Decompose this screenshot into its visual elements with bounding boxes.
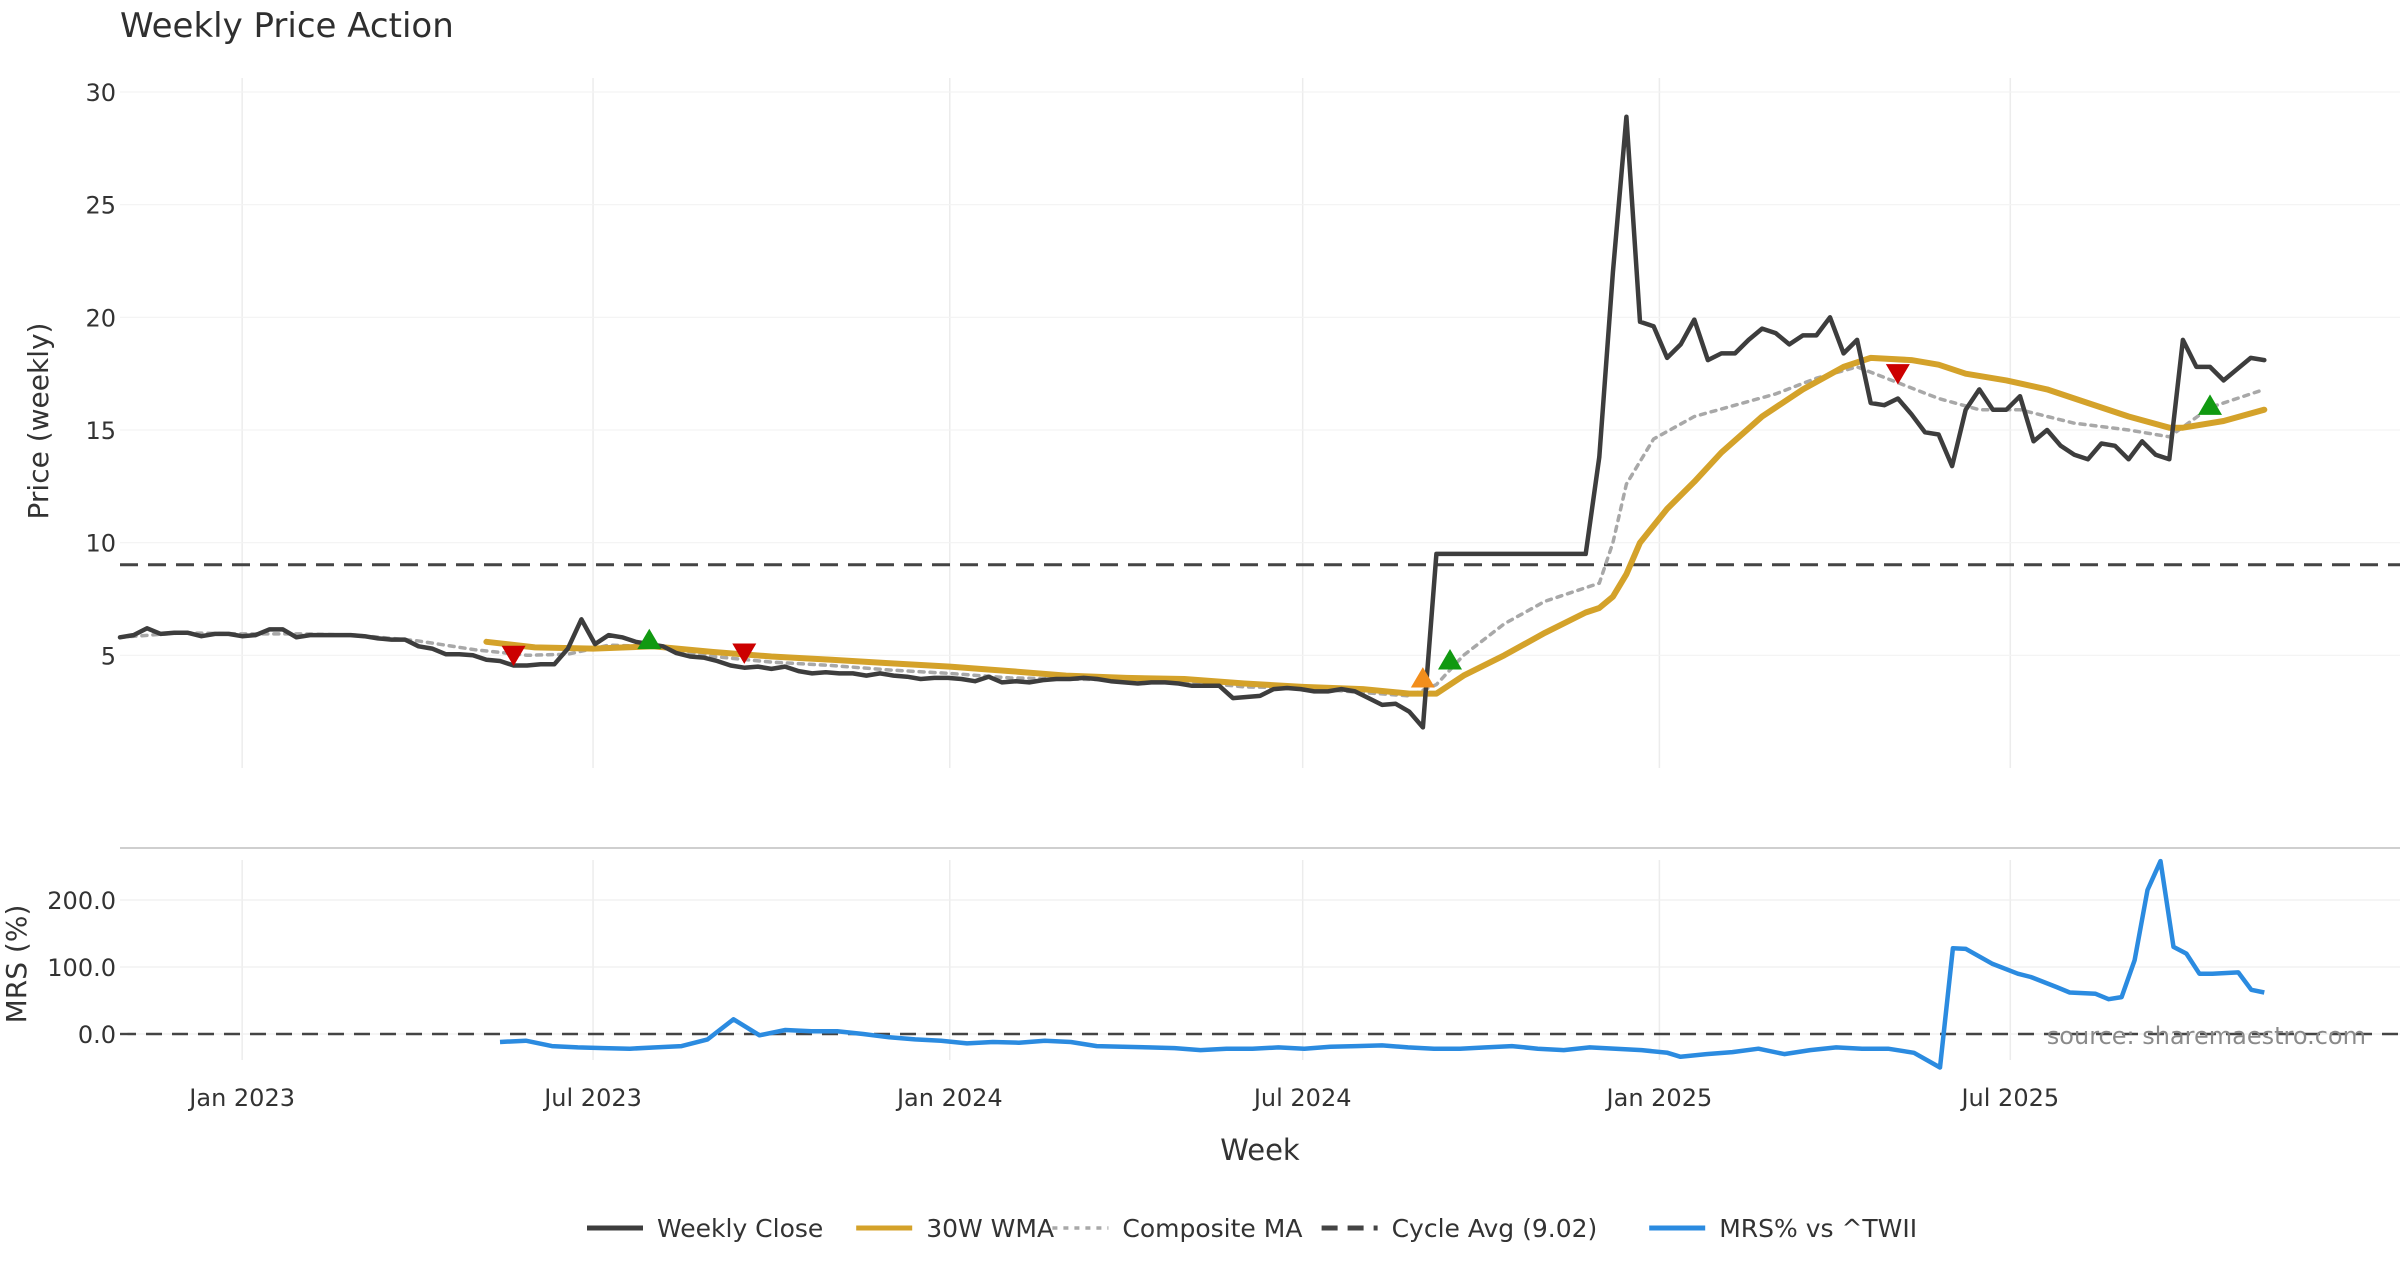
price-ytick-5: 30 xyxy=(85,79,116,107)
x-axis-label: Week xyxy=(1220,1133,1300,1167)
price-ylabel: Price (weekly) xyxy=(22,323,55,520)
source-watermark: source: sharemaestro.com xyxy=(2047,1022,2366,1050)
signal-marker-4 xyxy=(1438,649,1462,670)
x-tick-label-3: Jul 2024 xyxy=(1252,1084,1352,1112)
series-30w-wma xyxy=(483,354,2268,697)
signal-marker-0 xyxy=(501,645,526,667)
series-weekly-close xyxy=(117,114,2267,730)
price-ytick-0: 5 xyxy=(101,642,116,670)
mrs-ytick-2: 200.0 xyxy=(47,887,116,915)
price-ytick-4: 25 xyxy=(85,192,116,220)
x-tick-label-4: Jan 2025 xyxy=(1605,1084,1713,1112)
mrs-ytick-1: 100.0 xyxy=(47,954,116,982)
x-tick-label-1: Jul 2023 xyxy=(542,1084,642,1112)
x-tick-label-2: Jan 2024 xyxy=(895,1084,1003,1112)
series-composite-ma xyxy=(118,365,2267,698)
price-ytick-1: 10 xyxy=(85,530,116,558)
price-ytick-2: 15 xyxy=(85,417,116,445)
x-tick-label-0: Jan 2023 xyxy=(187,1084,295,1112)
legend-label-0: Weekly Close xyxy=(657,1214,823,1243)
signal-marker-1 xyxy=(637,628,662,650)
mrs-ylabel: MRS (%) xyxy=(0,905,33,1024)
signal-marker-3 xyxy=(1410,667,1435,688)
price-ytick-3: 20 xyxy=(85,304,116,332)
legend-label-2: Composite MA xyxy=(1122,1214,1302,1243)
chart-title: Weekly Price Action xyxy=(120,6,454,46)
mrs-ytick-0: 0.0 xyxy=(78,1021,116,1049)
legend-label-4: MRS% vs ^TWII xyxy=(1719,1214,1917,1243)
signal-marker-2 xyxy=(732,643,757,664)
legend-label-3: Cycle Avg (9.02) xyxy=(1392,1214,1598,1243)
x-tick-label-5: Jul 2025 xyxy=(1959,1084,2059,1112)
series-mrs-0 xyxy=(499,858,2265,1070)
signal-marker-6 xyxy=(2198,394,2222,415)
signal-marker-5 xyxy=(1885,364,1910,385)
legend-label-1: 30W WMA xyxy=(926,1214,1054,1243)
